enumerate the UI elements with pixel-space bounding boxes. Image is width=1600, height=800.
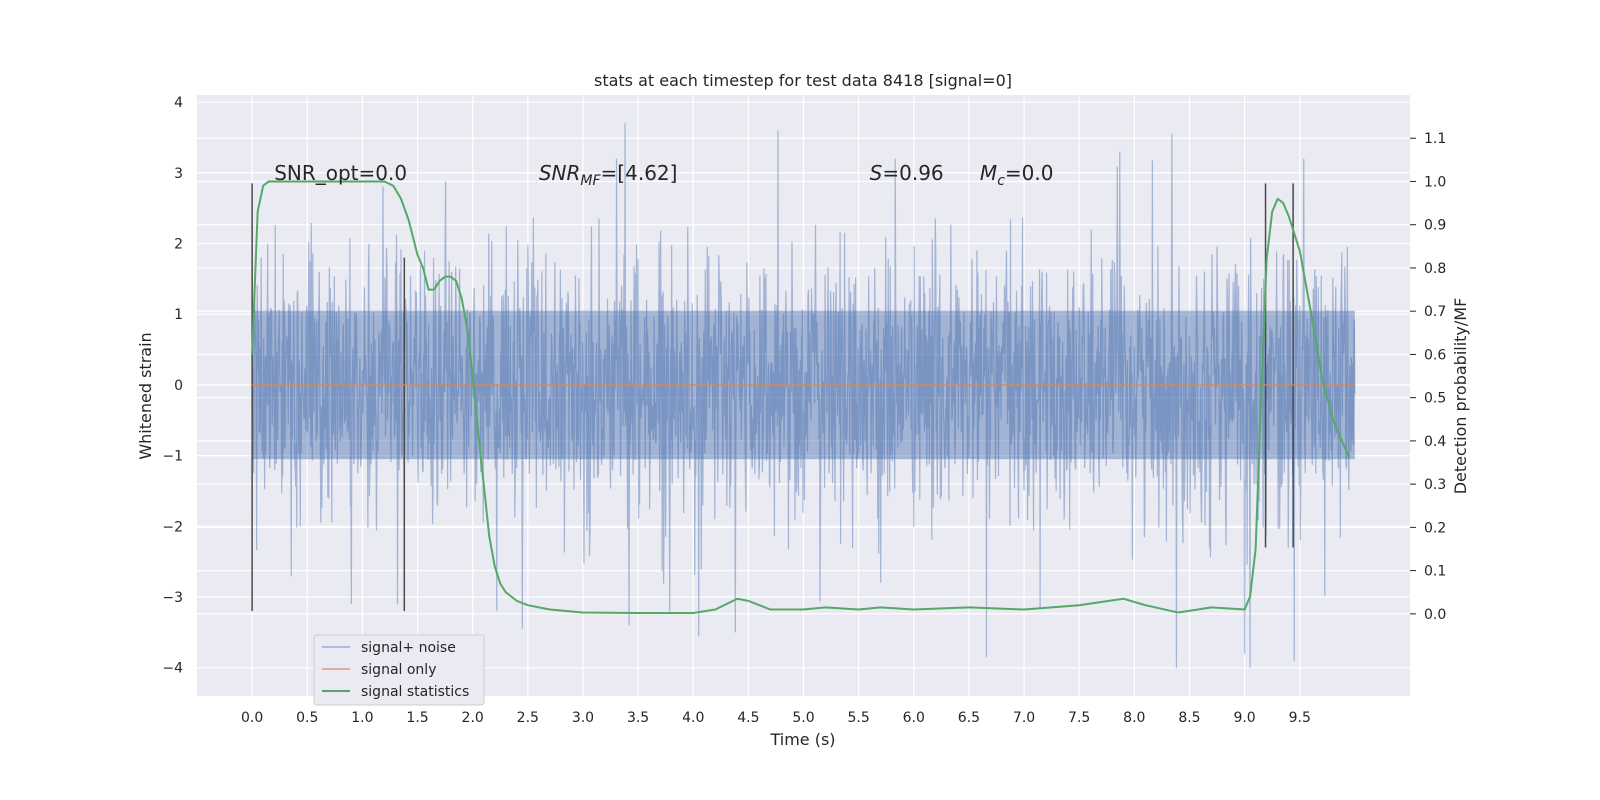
signal-statistics-line [251,180,1351,614]
x-tick-label: 1.5 [406,710,428,726]
annotation: S=0.96 [870,161,944,185]
y-axis-ticks: 4 3 2 1 0 −1 −2 −3 −4 [162,95,183,677]
x-axis-ticks: 0.0 0.5 1.0 1.5 2.0 2.5 3.0 3.5 4.0 4.5 5.0 5.5 6.0 6… [241,710,1311,726]
y-tick-label: 2 [174,236,183,252]
annotation: SNRMF=[4.62] [539,161,678,189]
x-tick-label: 8.5 [1178,710,1200,726]
x-tick-label: 2.5 [517,710,539,726]
legend-label-statistics: signal statistics [361,684,469,700]
x-tick-label: 6.5 [958,710,980,726]
x-tick-label: 5.5 [848,710,870,726]
y-axis-label: Whitened strain [136,332,155,459]
y2-tick-label: 0.2 [1424,520,1446,536]
y-tick-label: 3 [174,166,183,182]
legend: signal+ noise signal only signal statist… [313,634,485,706]
chart-title: stats at each timestep for test data 841… [594,71,1012,90]
x-tick-label: 7.0 [1013,710,1035,726]
y2-tick-label: 1.1 [1424,131,1446,147]
y2-axis-ticks: 1.1 1.0 0.9 0.8 0.7 0.6 0.5 0.4 0.3 0.2 0.1 0.0 [1410,131,1446,623]
x-tick-label: 3.5 [627,710,649,726]
vertical-markers [251,183,1294,612]
legend-box [313,634,485,706]
y2-tick-label: 0.4 [1424,434,1446,450]
x-tick-label: 9.5 [1289,710,1311,726]
y-tick-label: −4 [162,661,183,677]
x-tick-label: 4.0 [682,710,704,726]
x-tick-label: 0.5 [296,710,318,726]
x-tick-label: 0.0 [241,710,263,726]
x-tick-label: 8.0 [1123,710,1145,726]
x-tick-label: 4.5 [737,710,759,726]
y2-tick-label: 0.0 [1424,607,1446,623]
y2-tick-label: 0.1 [1424,564,1446,580]
y-tick-label: 4 [174,95,183,111]
y-tick-label: −3 [162,590,183,606]
x-axis-label: Time (s) [769,730,835,749]
legend-label-noise: signal+ noise [361,640,456,656]
gridlines [197,95,1410,696]
x-tick-label: 1.0 [351,710,373,726]
x-tick-label: 5.0 [792,710,814,726]
annotation: SNR_opt=0.0 [274,161,407,185]
y2-tick-label: 0.5 [1424,391,1446,407]
y-tick-label: 1 [174,307,183,323]
annotation: Mc=0.0 [980,161,1054,189]
x-tick-label: 3.0 [572,710,594,726]
y2-tick-label: 0.6 [1424,347,1446,363]
y2-tick-label: 0.3 [1424,477,1446,493]
x-tick-label: 6.0 [903,710,925,726]
signal-statistics-series [251,180,1351,614]
y2-tick-label: 0.7 [1424,304,1446,320]
x-tick-label: 7.5 [1068,710,1090,726]
x-tick-label: 2.0 [462,710,484,726]
y2-tick-label: 1.0 [1424,174,1446,190]
y2-tick-label: 0.8 [1424,261,1446,277]
x-tick-label: 9.0 [1233,710,1255,726]
y-tick-label: −1 [162,449,183,465]
y2-tick-label: 0.9 [1424,218,1446,234]
annotations: SNR_opt=0.0 SNRMF=[4.62] S=0.96 Mc=0.0 [274,161,1053,189]
y-tick-label: −2 [162,519,183,535]
y2-axis-label: Detection probability/MF [1451,298,1470,495]
legend-label-signal: signal only [361,662,436,678]
y-tick-label: 0 [174,378,183,394]
noise-line [251,123,1356,668]
